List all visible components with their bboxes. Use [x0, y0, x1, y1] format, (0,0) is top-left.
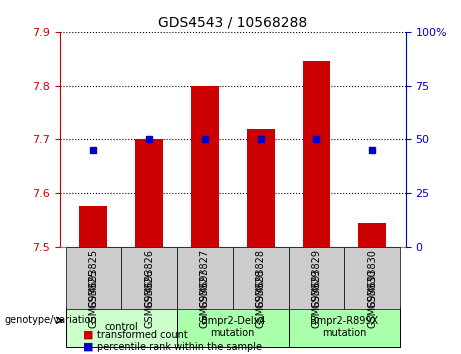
Text: GSM693830: GSM693830: [367, 249, 377, 308]
Text: GSM693827: GSM693827: [200, 269, 210, 328]
Text: GSM693827: GSM693827: [200, 249, 210, 308]
FancyBboxPatch shape: [233, 247, 289, 309]
Text: GSM693829: GSM693829: [312, 269, 321, 328]
FancyBboxPatch shape: [289, 307, 400, 347]
Text: GSM693825: GSM693825: [89, 249, 98, 308]
Bar: [358, 223, 386, 247]
FancyBboxPatch shape: [344, 247, 400, 309]
FancyBboxPatch shape: [65, 247, 121, 309]
Text: GSM693826: GSM693826: [144, 269, 154, 328]
Text: control: control: [104, 322, 138, 332]
FancyBboxPatch shape: [121, 247, 177, 309]
Text: genotype/variation: genotype/variation: [5, 315, 97, 325]
Bar: [191, 86, 219, 247]
Text: percentile rank within the sample: percentile rank within the sample: [97, 342, 262, 352]
Text: GSM693830: GSM693830: [367, 269, 377, 327]
FancyBboxPatch shape: [289, 247, 344, 309]
Text: ■: ■: [83, 342, 94, 352]
FancyBboxPatch shape: [177, 247, 233, 309]
Text: Bmpr2-Delx4
mutation: Bmpr2-Delx4 mutation: [201, 316, 265, 338]
Bar: [247, 129, 275, 247]
Text: Bmpr2-R899X
mutation: Bmpr2-R899X mutation: [310, 316, 378, 338]
Text: GSM693828: GSM693828: [256, 249, 266, 308]
Text: GSM693825: GSM693825: [89, 269, 98, 328]
Bar: [79, 206, 107, 247]
Text: GSM693828: GSM693828: [256, 269, 266, 328]
Text: ■: ■: [83, 330, 94, 339]
Text: transformed count: transformed count: [97, 330, 188, 339]
Bar: [302, 61, 331, 247]
Text: GSM693826: GSM693826: [144, 249, 154, 308]
FancyBboxPatch shape: [177, 307, 289, 347]
Title: GDS4543 / 10568288: GDS4543 / 10568288: [158, 15, 307, 29]
FancyBboxPatch shape: [65, 307, 177, 347]
Bar: [135, 139, 163, 247]
Text: GSM693829: GSM693829: [312, 249, 321, 308]
